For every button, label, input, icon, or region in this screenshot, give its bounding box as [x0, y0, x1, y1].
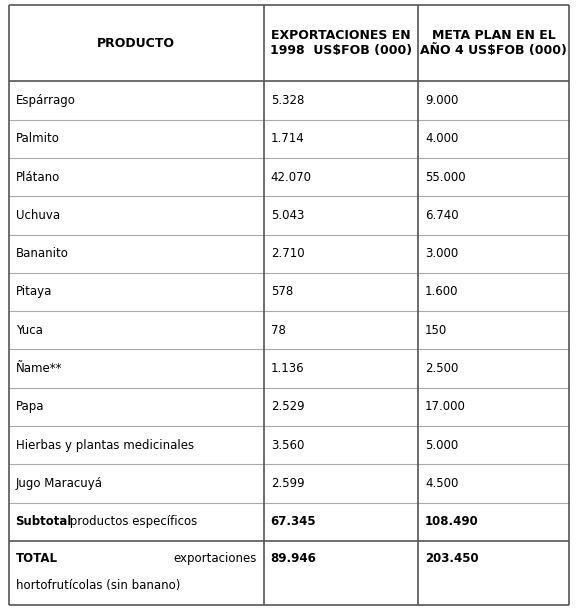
Text: 9.000: 9.000: [425, 94, 458, 107]
Text: 3.560: 3.560: [271, 438, 304, 452]
Text: Espárrago: Espárrago: [16, 94, 76, 107]
Text: PRODUCTO: PRODUCTO: [97, 36, 175, 50]
Text: 3.000: 3.000: [425, 247, 458, 260]
Text: EXPORTACIONES EN
1998  US$FOB (000): EXPORTACIONES EN 1998 US$FOB (000): [270, 29, 412, 57]
Text: META PLAN EN EL
AÑO 4 US$FOB (000): META PLAN EN EL AÑO 4 US$FOB (000): [420, 29, 567, 57]
Text: 42.070: 42.070: [271, 171, 312, 184]
Text: 108.490: 108.490: [425, 515, 479, 528]
Text: 55.000: 55.000: [425, 171, 465, 184]
Text: 2.599: 2.599: [271, 477, 305, 490]
Text: 4.000: 4.000: [425, 133, 458, 145]
Text: 203.450: 203.450: [425, 552, 479, 565]
Text: 2.710: 2.710: [271, 247, 305, 260]
Text: 1.600: 1.600: [425, 286, 458, 299]
Text: hortofrutícolas (sin banano): hortofrutícolas (sin banano): [16, 579, 180, 592]
Text: 1.714: 1.714: [271, 133, 305, 145]
Text: 5.043: 5.043: [271, 209, 304, 222]
Text: 89.946: 89.946: [271, 552, 317, 565]
Text: 1.136: 1.136: [271, 362, 305, 375]
Text: Jugo Maracuyá: Jugo Maracuyá: [16, 477, 103, 490]
Text: Pitaya: Pitaya: [16, 286, 52, 299]
Text: 78: 78: [271, 324, 286, 337]
Text: Uchuva: Uchuva: [16, 209, 60, 222]
Text: 4.500: 4.500: [425, 477, 458, 490]
Text: 17.000: 17.000: [425, 400, 466, 413]
Text: 67.345: 67.345: [271, 515, 316, 528]
Text: Yuca: Yuca: [16, 324, 42, 337]
Text: exportaciones: exportaciones: [173, 552, 257, 565]
Text: 6.740: 6.740: [425, 209, 458, 222]
Text: Palmito: Palmito: [16, 133, 60, 145]
Text: Ñame**: Ñame**: [16, 362, 62, 375]
Text: 150: 150: [425, 324, 447, 337]
Text: Bananito: Bananito: [16, 247, 68, 260]
Text: 5.000: 5.000: [425, 438, 458, 452]
Text: Hierbas y plantas medicinales: Hierbas y plantas medicinales: [16, 438, 194, 452]
Text: 2.529: 2.529: [271, 400, 305, 413]
Text: 2.500: 2.500: [425, 362, 458, 375]
Text: 578: 578: [271, 286, 293, 299]
Text: Subtotal: Subtotal: [16, 515, 72, 528]
Text: Papa: Papa: [16, 400, 44, 413]
Text: 5.328: 5.328: [271, 94, 304, 107]
Text: productos específicos: productos específicos: [66, 515, 198, 528]
Text: Plátano: Plátano: [16, 171, 60, 184]
Text: TOTAL: TOTAL: [16, 552, 58, 565]
